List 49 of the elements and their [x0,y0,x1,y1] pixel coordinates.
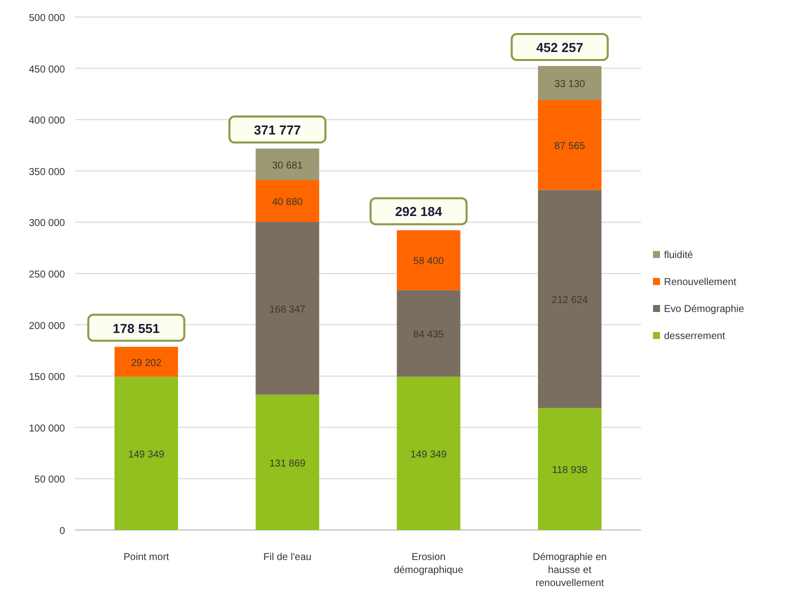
x-tick-label: Erosion démographique [394,552,464,576]
legend-label: Renouvellement [664,277,736,288]
y-tick-label: 200 000 [28,320,66,332]
legend-label: desserrement [664,331,726,342]
y-tick-label: 450 000 [28,64,66,76]
bar [256,222,320,395]
legend-label: fluidité [664,250,694,261]
y-tick-label: 100 000 [28,423,66,434]
data-label: 131 869 [269,458,306,470]
bar [538,190,602,408]
y-tick-label: 300 000 [28,218,66,230]
total-label: 292 184 [395,204,443,220]
bar [396,290,460,377]
total-label: 452 257 [536,40,584,55]
data-label: 149 349 [410,449,448,460]
x-tick-label: Démographie en hausse et renouvellement [532,552,607,589]
y-tick-label: 150 000 [28,372,66,384]
data-label: 58 400 [413,256,444,268]
data-label: 118 938 [552,464,588,476]
total-label: 371 777 [254,122,301,138]
bar [256,394,320,530]
bar [256,180,320,222]
data-label: 212 624 [552,294,588,306]
bar [396,230,460,290]
bar [396,376,460,530]
y-tick-label: 50 000 [34,474,66,486]
bar [256,148,320,180]
bar [114,376,178,530]
total-label: 178 551 [112,320,160,336]
y-tick-label: 400 000 [28,116,66,127]
data-label: 33 130 [554,78,586,90]
bar [538,408,602,530]
legend-label: Evo Démographie [664,304,744,315]
bar [538,100,602,190]
data-label: 87 565 [554,140,586,152]
y-tick-label: 250 000 [28,270,66,280]
data-label: 84 435 [413,329,444,340]
data-label: 168 347 [269,304,306,316]
y-tick-label: 500 000 [28,13,66,24]
x-tick-label: Fil de l'eau [263,552,312,563]
y-tick-label: 350 000 [28,166,66,178]
data-label: 149 349 [128,449,165,460]
bar [538,66,602,100]
data-label: 29 202 [130,358,162,369]
data-label: 40 880 [272,197,304,208]
bar [114,346,178,377]
data-label: 30 681 [272,160,304,172]
x-tick-label: Point mort [123,552,170,563]
y-tick-label: 0 [59,526,66,537]
